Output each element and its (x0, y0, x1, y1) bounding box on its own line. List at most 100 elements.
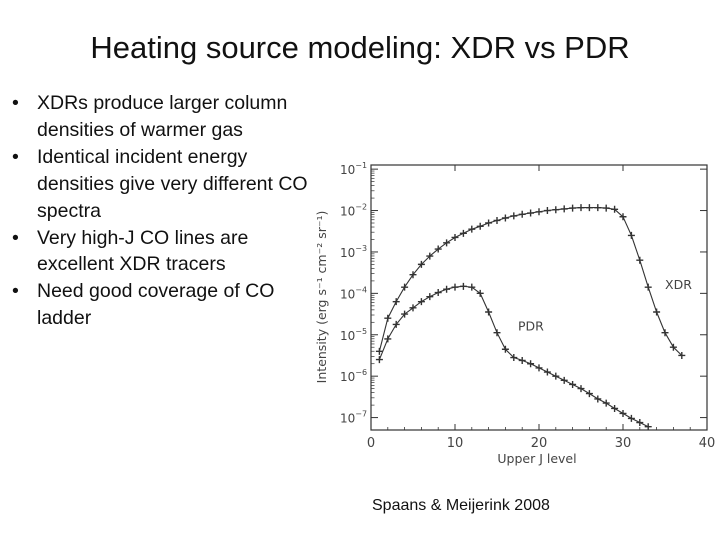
data-point-xdr (468, 225, 476, 233)
data-point-pdr (518, 356, 526, 364)
data-point-pdr (644, 423, 652, 431)
data-point-xdr (417, 260, 425, 268)
bullet-item: Very high-J CO lines are excellent XDR t… (10, 225, 320, 279)
y-tick-exponent: −3 (355, 244, 367, 253)
data-point-pdr (560, 376, 568, 384)
data-point-xdr (535, 208, 543, 216)
data-point-xdr (644, 283, 652, 291)
data-point-xdr (501, 214, 509, 222)
data-point-xdr (459, 229, 467, 237)
data-point-pdr (552, 372, 560, 380)
data-point-xdr (678, 351, 686, 359)
axis-ticks (370, 165, 708, 430)
data-point-pdr (569, 380, 577, 388)
y-tick-labels: 10−110−210−310−410−510−610−7 (340, 161, 367, 425)
data-point-xdr (552, 206, 560, 214)
data-point-xdr (426, 252, 434, 260)
bullet-item: XDRs produce larger column densities of … (10, 90, 320, 144)
y-tick-label: 10−6 (340, 368, 367, 384)
data-point-xdr (384, 314, 392, 322)
data-point-xdr (602, 204, 610, 212)
data-point-pdr (401, 310, 409, 318)
data-point-pdr (619, 409, 627, 417)
y-tick-exponent: −5 (355, 327, 367, 336)
data-point-pdr (510, 354, 518, 362)
data-point-xdr (627, 231, 635, 239)
data-point-xdr (569, 204, 577, 212)
data-point-xdr (585, 204, 593, 212)
data-point-xdr (375, 347, 383, 355)
y-axis-label: Intensity (erg s⁻¹ cm⁻² sr⁻¹) (314, 211, 329, 384)
y-tick-exponent: −2 (355, 203, 367, 212)
y-tick-base: 10 (340, 329, 355, 343)
x-tick-label: 20 (531, 436, 548, 451)
data-point-xdr (661, 329, 669, 337)
citation: Spaans & Meijerink 2008 (372, 497, 550, 514)
data-point-pdr (409, 304, 417, 312)
data-point-xdr (493, 216, 501, 224)
data-point-xdr (518, 210, 526, 218)
data-point-xdr (543, 207, 551, 215)
data-point-xdr (527, 209, 535, 217)
data-point-xdr (443, 239, 451, 247)
data-point-pdr (443, 285, 451, 293)
series-label-xdr: XDR (665, 277, 692, 292)
data-point-xdr (619, 213, 627, 221)
data-point-pdr (476, 289, 484, 297)
x-tick-labels: 0 10 20 30 40 (367, 436, 715, 451)
data-point-pdr (417, 298, 425, 306)
slide-title: Heating source modeling: XDR vs PDR (90, 30, 630, 65)
data-point-xdr (476, 222, 484, 230)
data-point-pdr (636, 419, 644, 427)
y-tick-base: 10 (340, 412, 355, 426)
data-point-xdr (409, 271, 417, 279)
x-tick-label: 10 (447, 436, 464, 451)
y-tick-label: 10−7 (340, 410, 367, 426)
annotation-layer: XDR PDR (518, 277, 692, 333)
x-tick-label: 0 (367, 436, 375, 451)
data-point-pdr (627, 414, 635, 422)
co-ladder-chart: 0 10 20 30 40 10−110−210−310−410−510−610−7 X… (314, 161, 715, 466)
y-tick-exponent: −1 (355, 161, 367, 170)
x-tick-label: 40 (699, 436, 716, 451)
data-point-pdr (392, 320, 400, 328)
y-tick-label: 10−3 (340, 244, 367, 260)
y-tick-base: 10 (340, 370, 355, 384)
data-point-xdr (434, 245, 442, 253)
data-point-pdr (468, 283, 476, 291)
plot-frame (370, 164, 708, 431)
y-tick-base: 10 (340, 205, 355, 219)
data-point-xdr (636, 256, 644, 264)
bullet-list: XDRs produce larger column densities of … (10, 90, 320, 332)
y-tick-exponent: −7 (355, 410, 367, 419)
data-point-pdr (485, 308, 493, 316)
data-point-pdr (611, 404, 619, 412)
data-point-pdr (434, 289, 442, 297)
y-tick-exponent: −6 (355, 368, 367, 377)
data-point-pdr (594, 395, 602, 403)
data-point-xdr (577, 204, 585, 212)
series-layer (375, 204, 686, 431)
data-point-pdr (543, 368, 551, 376)
data-point-xdr (485, 219, 493, 227)
y-tick-base: 10 (340, 246, 355, 260)
y-tick-base: 10 (340, 163, 355, 177)
data-point-xdr (653, 308, 661, 316)
data-point-xdr (594, 204, 602, 212)
y-tick-label: 10−4 (340, 285, 367, 301)
data-point-pdr (375, 356, 383, 364)
y-tick-base: 10 (340, 287, 355, 301)
data-point-xdr (392, 298, 400, 306)
y-tick-exponent: −4 (355, 285, 367, 294)
y-tick-label: 10−1 (340, 161, 367, 177)
data-point-pdr (527, 360, 535, 368)
x-tick-label: 30 (615, 436, 632, 451)
data-point-xdr (510, 212, 518, 220)
data-point-pdr (459, 282, 467, 290)
data-point-pdr (384, 335, 392, 343)
data-point-pdr (577, 385, 585, 393)
bullet-item: Need good coverage of CO ladder (10, 278, 320, 332)
bullet-item: Identical incident energy densities give… (10, 144, 320, 225)
data-point-xdr (611, 205, 619, 213)
data-point-xdr (451, 233, 459, 241)
